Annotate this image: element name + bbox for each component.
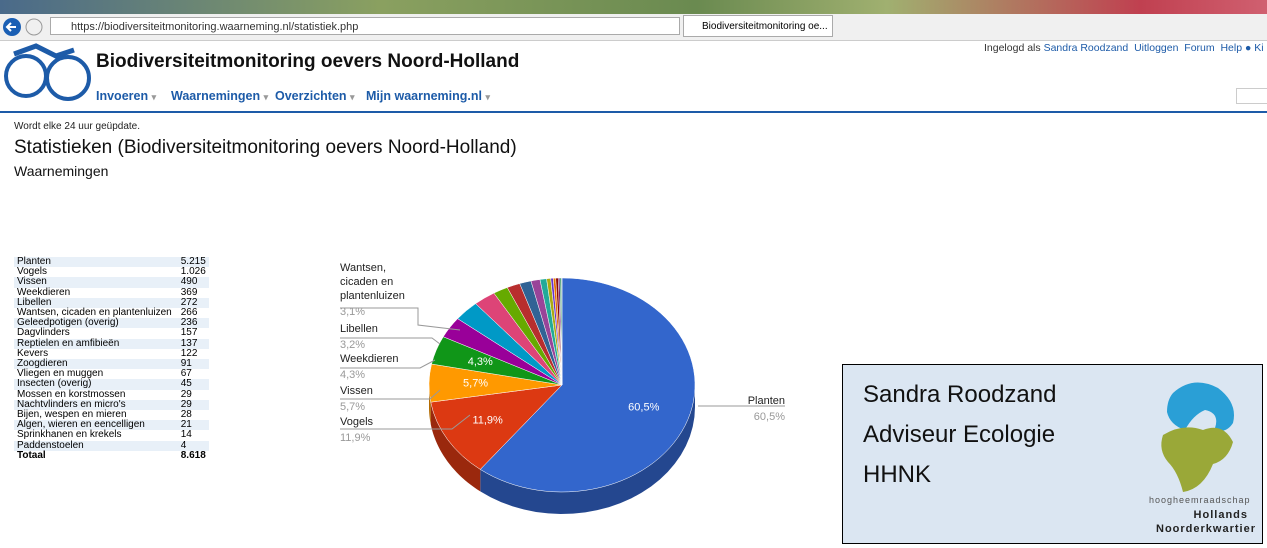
legend-label: Planten 60,5% bbox=[713, 394, 785, 424]
logo-text: Hollands bbox=[1194, 509, 1248, 521]
slice-label: 4,3% bbox=[468, 356, 493, 368]
card-line: HHNK bbox=[863, 461, 931, 489]
logo-text: Noorderkwartier bbox=[1156, 523, 1256, 535]
label-name: Vogels bbox=[340, 415, 412, 429]
page: https://biodiversiteitmonitoring.waarnem… bbox=[0, 0, 1267, 548]
legend-label: Wantsen, cicaden en plantenluizen 3,1% bbox=[340, 261, 412, 319]
legend-label: Vogels 11,9% bbox=[340, 415, 412, 445]
label-pct: 3,1% bbox=[340, 305, 412, 319]
slice-label: 5,7% bbox=[463, 378, 488, 390]
legend-label: Vissen 5,7% bbox=[340, 384, 412, 414]
slice-label: 60,5% bbox=[628, 401, 659, 413]
legend-label: Weekdieren 4,3% bbox=[340, 352, 412, 382]
label-name: Planten bbox=[713, 394, 785, 408]
label-name: Libellen bbox=[340, 322, 412, 336]
slice-label: 11,9% bbox=[472, 414, 503, 426]
label-pct: 11,9% bbox=[340, 431, 412, 445]
label-pct: 3,2% bbox=[340, 338, 412, 352]
label-pct: 4,3% bbox=[340, 368, 412, 382]
label-name: Wantsen, cicaden en plantenluizen bbox=[340, 261, 412, 303]
label-name: Weekdieren bbox=[340, 352, 412, 366]
label-name: Vissen bbox=[340, 384, 412, 398]
card-line: Adviseur Ecologie bbox=[863, 421, 1055, 449]
legend-label: Libellen 3,2% bbox=[340, 322, 412, 352]
logo-text: hoogheemraadschap bbox=[1149, 495, 1251, 505]
label-pct: 5,7% bbox=[340, 400, 412, 414]
label-pct: 60,5% bbox=[713, 410, 785, 424]
card-line: Sandra Roodzand bbox=[863, 381, 1056, 409]
hhnk-logo bbox=[1143, 373, 1253, 493]
signature-card: Sandra Roodzand Adviseur Ecologie HHNK h… bbox=[842, 364, 1263, 544]
